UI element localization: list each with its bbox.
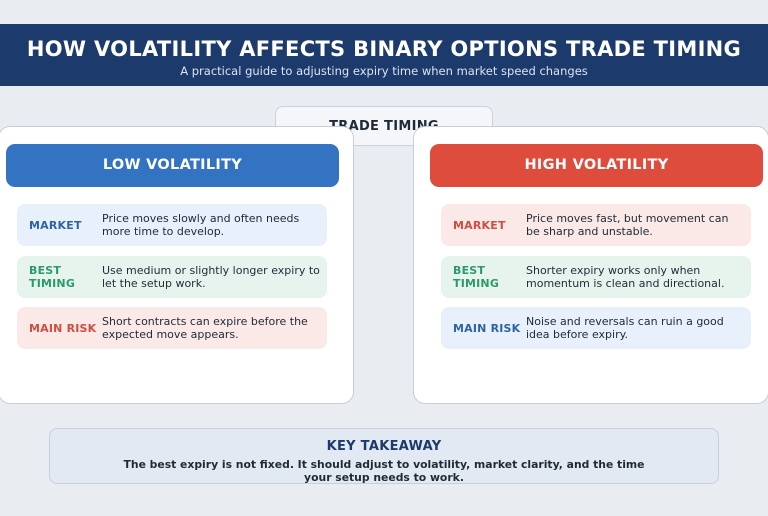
row-label: MAIN RISK (453, 321, 521, 335)
key-takeaway-title: KEY TAKEAWAY (326, 439, 442, 454)
low-market-row: MARKET Price moves slowly and often need… (17, 204, 327, 246)
high-market-row: MARKET Price moves fast, but movement ca… (441, 204, 751, 246)
row-label: MARKET (453, 218, 506, 232)
low-volatility-title: LOW VOLATILITY (6, 144, 339, 187)
header-banner: HOW VOLATILITY AFFECTS BINARY OPTIONS TR… (0, 24, 768, 86)
row-text: Noise and reversals can ruin a good idea… (526, 315, 724, 341)
row-text: Shorter expiry works only when momentum … (526, 264, 725, 290)
page-title: HOW VOLATILITY AFFECTS BINARY OPTIONS TR… (26, 37, 742, 61)
low-main-risk-row: MAIN RISK Short contracts can expire bef… (17, 307, 327, 349)
low-best-timing-row: BEST TIMING Use medium or slightly longe… (17, 256, 327, 298)
row-label: MARKET (29, 218, 82, 232)
row-label: BEST TIMING (453, 264, 500, 290)
row-text: Price moves slowly and often needs more … (102, 212, 300, 238)
row-label: BEST TIMING (29, 264, 76, 290)
high-volatility-panel: HIGH VOLATILITY MARKET Price moves fast,… (413, 126, 768, 404)
key-takeaway-text: The best expiry is not fixed. It should … (123, 458, 645, 484)
row-text: Price moves fast, but movement can be sh… (526, 212, 729, 238)
page-subtitle: A practical guide to adjusting expiry ti… (180, 64, 588, 78)
low-volatility-panel: LOW VOLATILITY MARKET Price moves slowly… (0, 126, 354, 404)
row-text: Use medium or slightly longer expiry to … (102, 264, 320, 290)
key-takeaway-box: KEY TAKEAWAY The best expiry is not fixe… (49, 428, 719, 484)
high-best-timing-row: BEST TIMING Shorter expiry works only wh… (441, 256, 751, 298)
high-main-risk-row: MAIN RISK Noise and reversals can ruin a… (441, 307, 751, 349)
row-text: Short contracts can expire before the ex… (102, 315, 308, 341)
high-volatility-title: HIGH VOLATILITY (430, 144, 763, 187)
row-label: MAIN RISK (29, 321, 97, 335)
